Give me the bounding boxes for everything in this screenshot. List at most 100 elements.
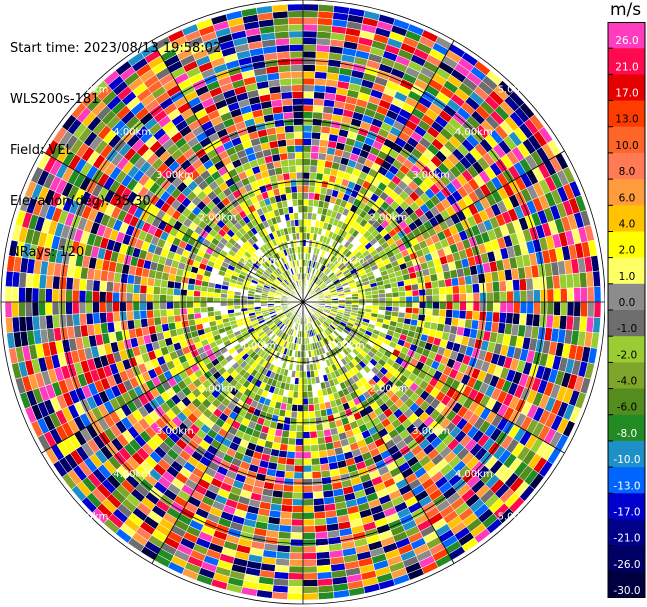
range-gate-cell — [302, 71, 316, 79]
range-gate-cell — [139, 293, 147, 303]
range-gate-cell — [119, 311, 128, 322]
range-gate-cell — [533, 289, 541, 303]
range-gate-cell — [313, 511, 326, 520]
range-gate-cell — [92, 279, 101, 292]
range-gate-cell — [313, 98, 325, 107]
range-gate-cell — [486, 291, 494, 303]
range-gate-cell — [58, 301, 67, 316]
range-gate-cell — [179, 288, 188, 297]
range-gate-cell — [302, 124, 313, 133]
range-gate-cell — [38, 315, 48, 330]
range-gate-cell — [283, 477, 294, 486]
range-gate-cell — [160, 316, 169, 325]
range-gate-cell — [302, 30, 318, 39]
range-gate-cell — [146, 277, 156, 287]
range-gate-cell — [302, 424, 311, 433]
range-gate-cell — [32, 315, 41, 331]
range-gate-cell — [365, 301, 373, 306]
range-gate-cell — [316, 564, 332, 573]
range-gate-cell — [298, 377, 304, 385]
range-gate-cell — [199, 296, 208, 303]
range-gate-cell — [312, 396, 320, 405]
range-gate-cell — [315, 44, 331, 53]
range-gate-cell — [166, 301, 174, 310]
range-gate-cell — [302, 17, 319, 25]
range-gate-cell — [18, 301, 26, 318]
range-gate-cell — [139, 301, 147, 311]
range-gate-cell — [445, 301, 454, 311]
range-gate-cell — [302, 545, 317, 554]
range-gate-cell — [302, 158, 311, 166]
range-gate-cell — [287, 592, 304, 601]
range-gate-cell — [404, 284, 413, 292]
range-gate-cell — [146, 317, 156, 327]
range-gate-cell — [565, 315, 574, 331]
range-gate-cell — [293, 464, 304, 473]
range-gate-cell — [199, 290, 208, 298]
range-gate-cell — [459, 301, 467, 311]
range-gate-cell — [220, 305, 228, 311]
range-gate-cell — [310, 138, 321, 147]
range-gate-cell — [378, 301, 386, 307]
range-gate-cell — [302, 565, 318, 574]
range-gate-cell — [302, 10, 319, 19]
range-gate-cell — [51, 288, 60, 303]
range-gate-cell — [302, 104, 314, 113]
range-gate-cell — [279, 443, 289, 452]
range-gate-cell — [307, 198, 315, 207]
range-gate-cell — [307, 397, 315, 406]
range-gate-cell — [365, 298, 373, 303]
range-gate-cell — [532, 313, 541, 328]
range-gate-cell — [309, 430, 318, 439]
range-gate-cell — [173, 281, 182, 290]
range-gate-cell — [302, 559, 318, 567]
range-gate-cell — [193, 312, 202, 320]
range-gate-cell — [319, 463, 330, 472]
range-gate-cell — [159, 294, 167, 303]
range-gate-cell — [312, 484, 324, 493]
range-gate-cell — [444, 278, 453, 288]
range-gate-cell — [246, 301, 255, 306]
range-gate-cell — [302, 518, 315, 527]
range-gate-cell — [318, 449, 328, 459]
range-gate-cell — [240, 301, 248, 306]
range-gate-cell — [312, 118, 323, 127]
range-gate-cell — [78, 290, 87, 303]
range-gate-cell — [315, 537, 329, 547]
range-gate-cell — [302, 431, 311, 439]
range-gate-cell — [287, 579, 304, 587]
range-gate-cell — [425, 301, 434, 310]
range-gate-cell — [558, 315, 568, 330]
range-gate-cell — [302, 370, 308, 379]
range-gate-cell — [302, 471, 313, 480]
range-gate-cell — [112, 311, 121, 323]
range-gate-cell — [438, 286, 447, 296]
range-gate-cell — [288, 565, 304, 574]
range-gate-cell — [431, 287, 440, 296]
range-gate-cell — [302, 411, 310, 419]
range-gate-cell — [302, 232, 307, 240]
range-gate-cell — [310, 450, 320, 459]
range-gate-cell — [412, 295, 420, 303]
range-gate-cell — [398, 301, 407, 308]
range-gate-cell — [378, 293, 386, 299]
range-gate-cell — [302, 350, 307, 359]
range-gate-cell — [146, 285, 155, 295]
range-gate-cell — [24, 301, 33, 317]
range-gate-cell — [539, 301, 548, 316]
range-gate-cell — [313, 504, 326, 513]
range-gate-cell — [273, 571, 290, 580]
range-gate-cell — [317, 443, 327, 452]
range-gate-cell — [226, 305, 235, 311]
range-gate-cell — [105, 311, 114, 323]
range-gate-cell — [315, 423, 324, 432]
range-gate-cell — [5, 316, 14, 334]
range-gate-cell — [287, 585, 304, 594]
range-gate-cell — [65, 301, 73, 315]
range-gate-cell — [291, 404, 298, 412]
range-gate-cell — [274, 564, 290, 573]
range-gate-cell — [112, 301, 120, 313]
range-gate-cell — [302, 438, 311, 446]
range-gate-cell — [4, 301, 13, 318]
range-gate-cell — [306, 377, 312, 385]
